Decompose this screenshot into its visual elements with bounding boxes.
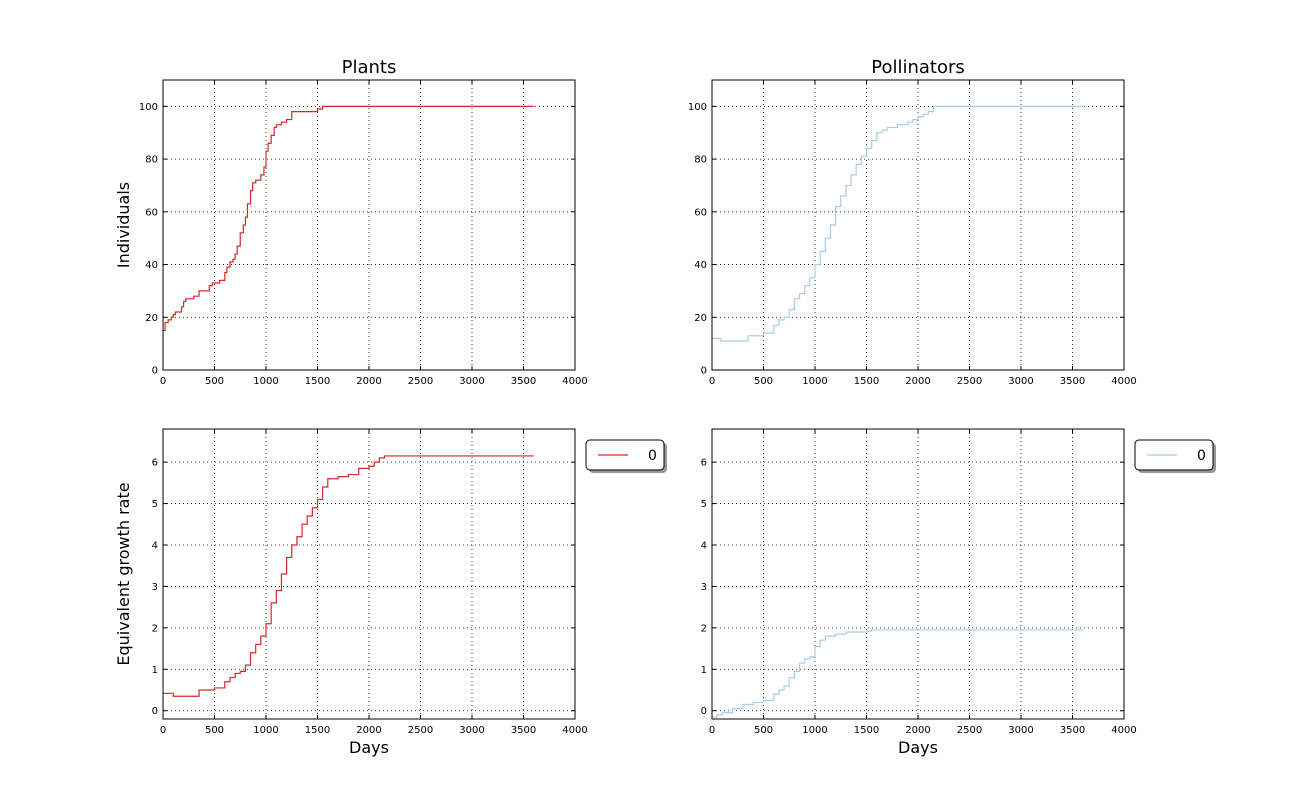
x-tick-label: 2000 (905, 725, 930, 736)
x-tick-label: 4000 (562, 725, 587, 736)
y-tick-label: 100 (139, 102, 158, 113)
y-tick-label: 6 (152, 458, 158, 469)
y-tick-label: 1 (701, 665, 707, 676)
y-tick-label: 40 (145, 260, 158, 271)
x-tick-label: 3000 (459, 376, 484, 387)
grid (711, 429, 1125, 719)
x-tick-label: 500 (205, 376, 224, 387)
chart-panel-2: 0 500 1000 1500 2000 2500 3000 3500 4000 0 20 40 60 8… (688, 57, 1137, 387)
series-line (712, 629, 1083, 718)
x-tick-label: 3500 (511, 376, 536, 387)
y-tick-label: 5 (152, 499, 158, 510)
x-tick-label: 3000 (1008, 376, 1033, 387)
y-tick-label: 60 (145, 207, 158, 218)
x-tick-label: 2500 (408, 725, 433, 736)
series-line (163, 105, 534, 332)
x-tick-label: 3500 (1060, 376, 1085, 387)
y-tick-label: 80 (694, 155, 707, 166)
y-tick-label: 5 (701, 499, 707, 510)
x-tick-label: 3000 (1008, 725, 1033, 736)
y-tick-label: 4 (152, 541, 158, 552)
y-tick-label: 6 (701, 458, 707, 469)
y-tick-label: 0 (701, 706, 707, 717)
legend-label: 0 (648, 448, 657, 464)
y-tick-label: 2 (701, 623, 707, 634)
y-tick-label: 0 (152, 366, 158, 377)
x-tick-label: 1000 (802, 725, 827, 736)
x-tick-label: 4000 (562, 376, 587, 387)
x-tick-label: 1500 (854, 725, 879, 736)
x-tick-label: 1500 (854, 376, 879, 387)
y-tick-label: 4 (701, 541, 707, 552)
x-tick-label: 1000 (253, 376, 278, 387)
x-tick-label: 0 (709, 376, 715, 387)
chart-panel-1: 0 500 1000 1500 2000 2500 3000 3500 4000 0 20 40 60 8… (114, 57, 588, 387)
x-tick-label: 2500 (957, 376, 982, 387)
x-tick-label: 4000 (1111, 725, 1136, 736)
series-line (163, 455, 534, 697)
y-tick-label: 20 (145, 313, 158, 324)
x-tick-label: 1000 (253, 725, 278, 736)
y-tick-label: 100 (688, 102, 707, 113)
panel-title: Plants (342, 57, 397, 78)
y-tick-label: 3 (152, 582, 158, 593)
x-tick-label: 2500 (408, 376, 433, 387)
x-tick-label: 2500 (957, 725, 982, 736)
y-tick-label: 0 (701, 366, 707, 377)
y-tick-label: 80 (145, 155, 158, 166)
x-axis-label: Days (898, 738, 938, 757)
y-tick-label: 2 (152, 623, 158, 634)
y-axis-label: Equivalent growth rate (114, 482, 133, 665)
y-axis-label: Individuals (114, 182, 133, 268)
y-tick-label: 1 (152, 665, 158, 676)
x-tick-label: 2000 (356, 376, 381, 387)
x-axis-label: Days (349, 738, 389, 757)
x-tick-label: 1500 (305, 725, 330, 736)
panel-title: Pollinators (871, 57, 965, 78)
x-tick-label: 0 (160, 376, 166, 387)
x-tick-label: 2000 (356, 725, 381, 736)
x-tick-label: 1500 (305, 376, 330, 387)
x-tick-label: 500 (754, 725, 773, 736)
x-tick-label: 3500 (511, 725, 536, 736)
y-tick-label: 3 (701, 582, 707, 593)
y-tick-label: 40 (694, 260, 707, 271)
legend-label: 0 (1197, 448, 1206, 464)
x-tick-label: 0 (160, 725, 166, 736)
grid (162, 429, 576, 719)
y-tick-label: 60 (694, 207, 707, 218)
x-tick-label: 500 (205, 725, 224, 736)
x-tick-label: 3500 (1060, 725, 1085, 736)
x-tick-label: 0 (709, 725, 715, 736)
series-line (712, 105, 1083, 342)
x-tick-label: 4000 (1111, 376, 1136, 387)
grid (162, 80, 576, 371)
legend: 0 (1134, 439, 1216, 473)
x-tick-label: 1000 (802, 376, 827, 387)
x-tick-label: 2000 (905, 376, 930, 387)
legend: 0 (585, 439, 667, 473)
y-tick-label: 0 (152, 706, 158, 717)
chart-panel-3: 0 500 1000 1500 2000 2500 3000 3500 4000 0 1 2 3 4 5 6 D… (114, 428, 667, 757)
chart-panel-4: 0 500 1000 1500 2000 2500 3000 3500 4000 0 1 2 3 4 5 6 D… (701, 428, 1216, 757)
x-tick-label: 3000 (459, 725, 484, 736)
x-tick-label: 500 (754, 376, 773, 387)
y-tick-label: 20 (694, 313, 707, 324)
